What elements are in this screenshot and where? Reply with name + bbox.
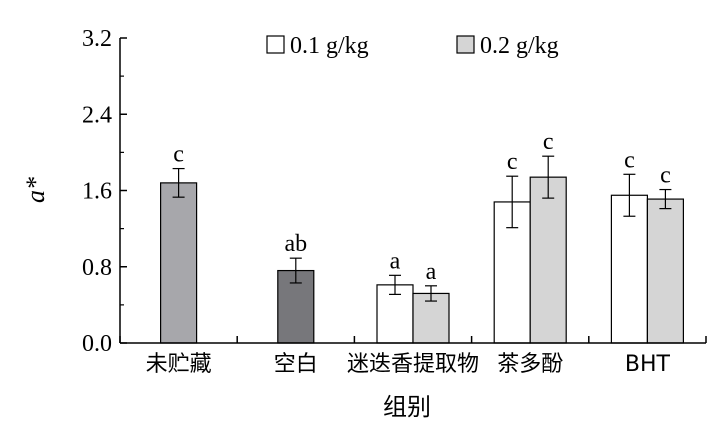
- x-tick-label: 未贮藏: [146, 352, 212, 377]
- legend-label-0: 0.1 g/kg: [290, 33, 369, 59]
- significance-label: c: [660, 163, 671, 189]
- y-tick-label: 3.2: [82, 26, 112, 52]
- y-axis-title: a*: [21, 177, 50, 203]
- x-tick-label: 茶多酚: [497, 352, 563, 377]
- bar-series-0: [610, 194, 649, 344]
- legend-swatch-0: [266, 35, 285, 54]
- legend-label-1: 0.2 g/kg: [480, 33, 559, 59]
- significance-label: ab: [284, 231, 307, 257]
- x-tick-label: 迷迭香提取物: [347, 352, 479, 377]
- significance-label: c: [543, 129, 554, 155]
- significance-label: c: [624, 147, 635, 173]
- y-tick-label: 0.0: [82, 331, 112, 357]
- y-axis: 0.0 0.8 1.6 2.4 3.2: [82, 26, 127, 357]
- x-tick-label: BHT: [625, 352, 671, 377]
- bar-series-1: [646, 198, 685, 344]
- bar-series-1: [529, 176, 567, 344]
- significance-label: c: [173, 142, 184, 168]
- significance-label: a: [426, 259, 437, 285]
- x-axis-title: 组别: [383, 393, 431, 421]
- y-tick-label: 2.4: [82, 102, 112, 128]
- y-tick-label: 1.6: [82, 179, 112, 205]
- significance-label: a: [390, 248, 401, 274]
- y-tick-label: 0.8: [82, 255, 112, 281]
- x-tick-label: 空白: [274, 352, 318, 377]
- bar-series-1: [412, 292, 450, 344]
- legend: 0.1 g/kg 0.2 g/kg: [266, 33, 559, 59]
- significance-label: c: [507, 149, 518, 175]
- bar-single: [160, 182, 198, 344]
- legend-swatch-1: [456, 35, 475, 54]
- x-axis: 未贮藏 空白 迷迭香提取物 茶多酚 BHT: [119, 336, 707, 377]
